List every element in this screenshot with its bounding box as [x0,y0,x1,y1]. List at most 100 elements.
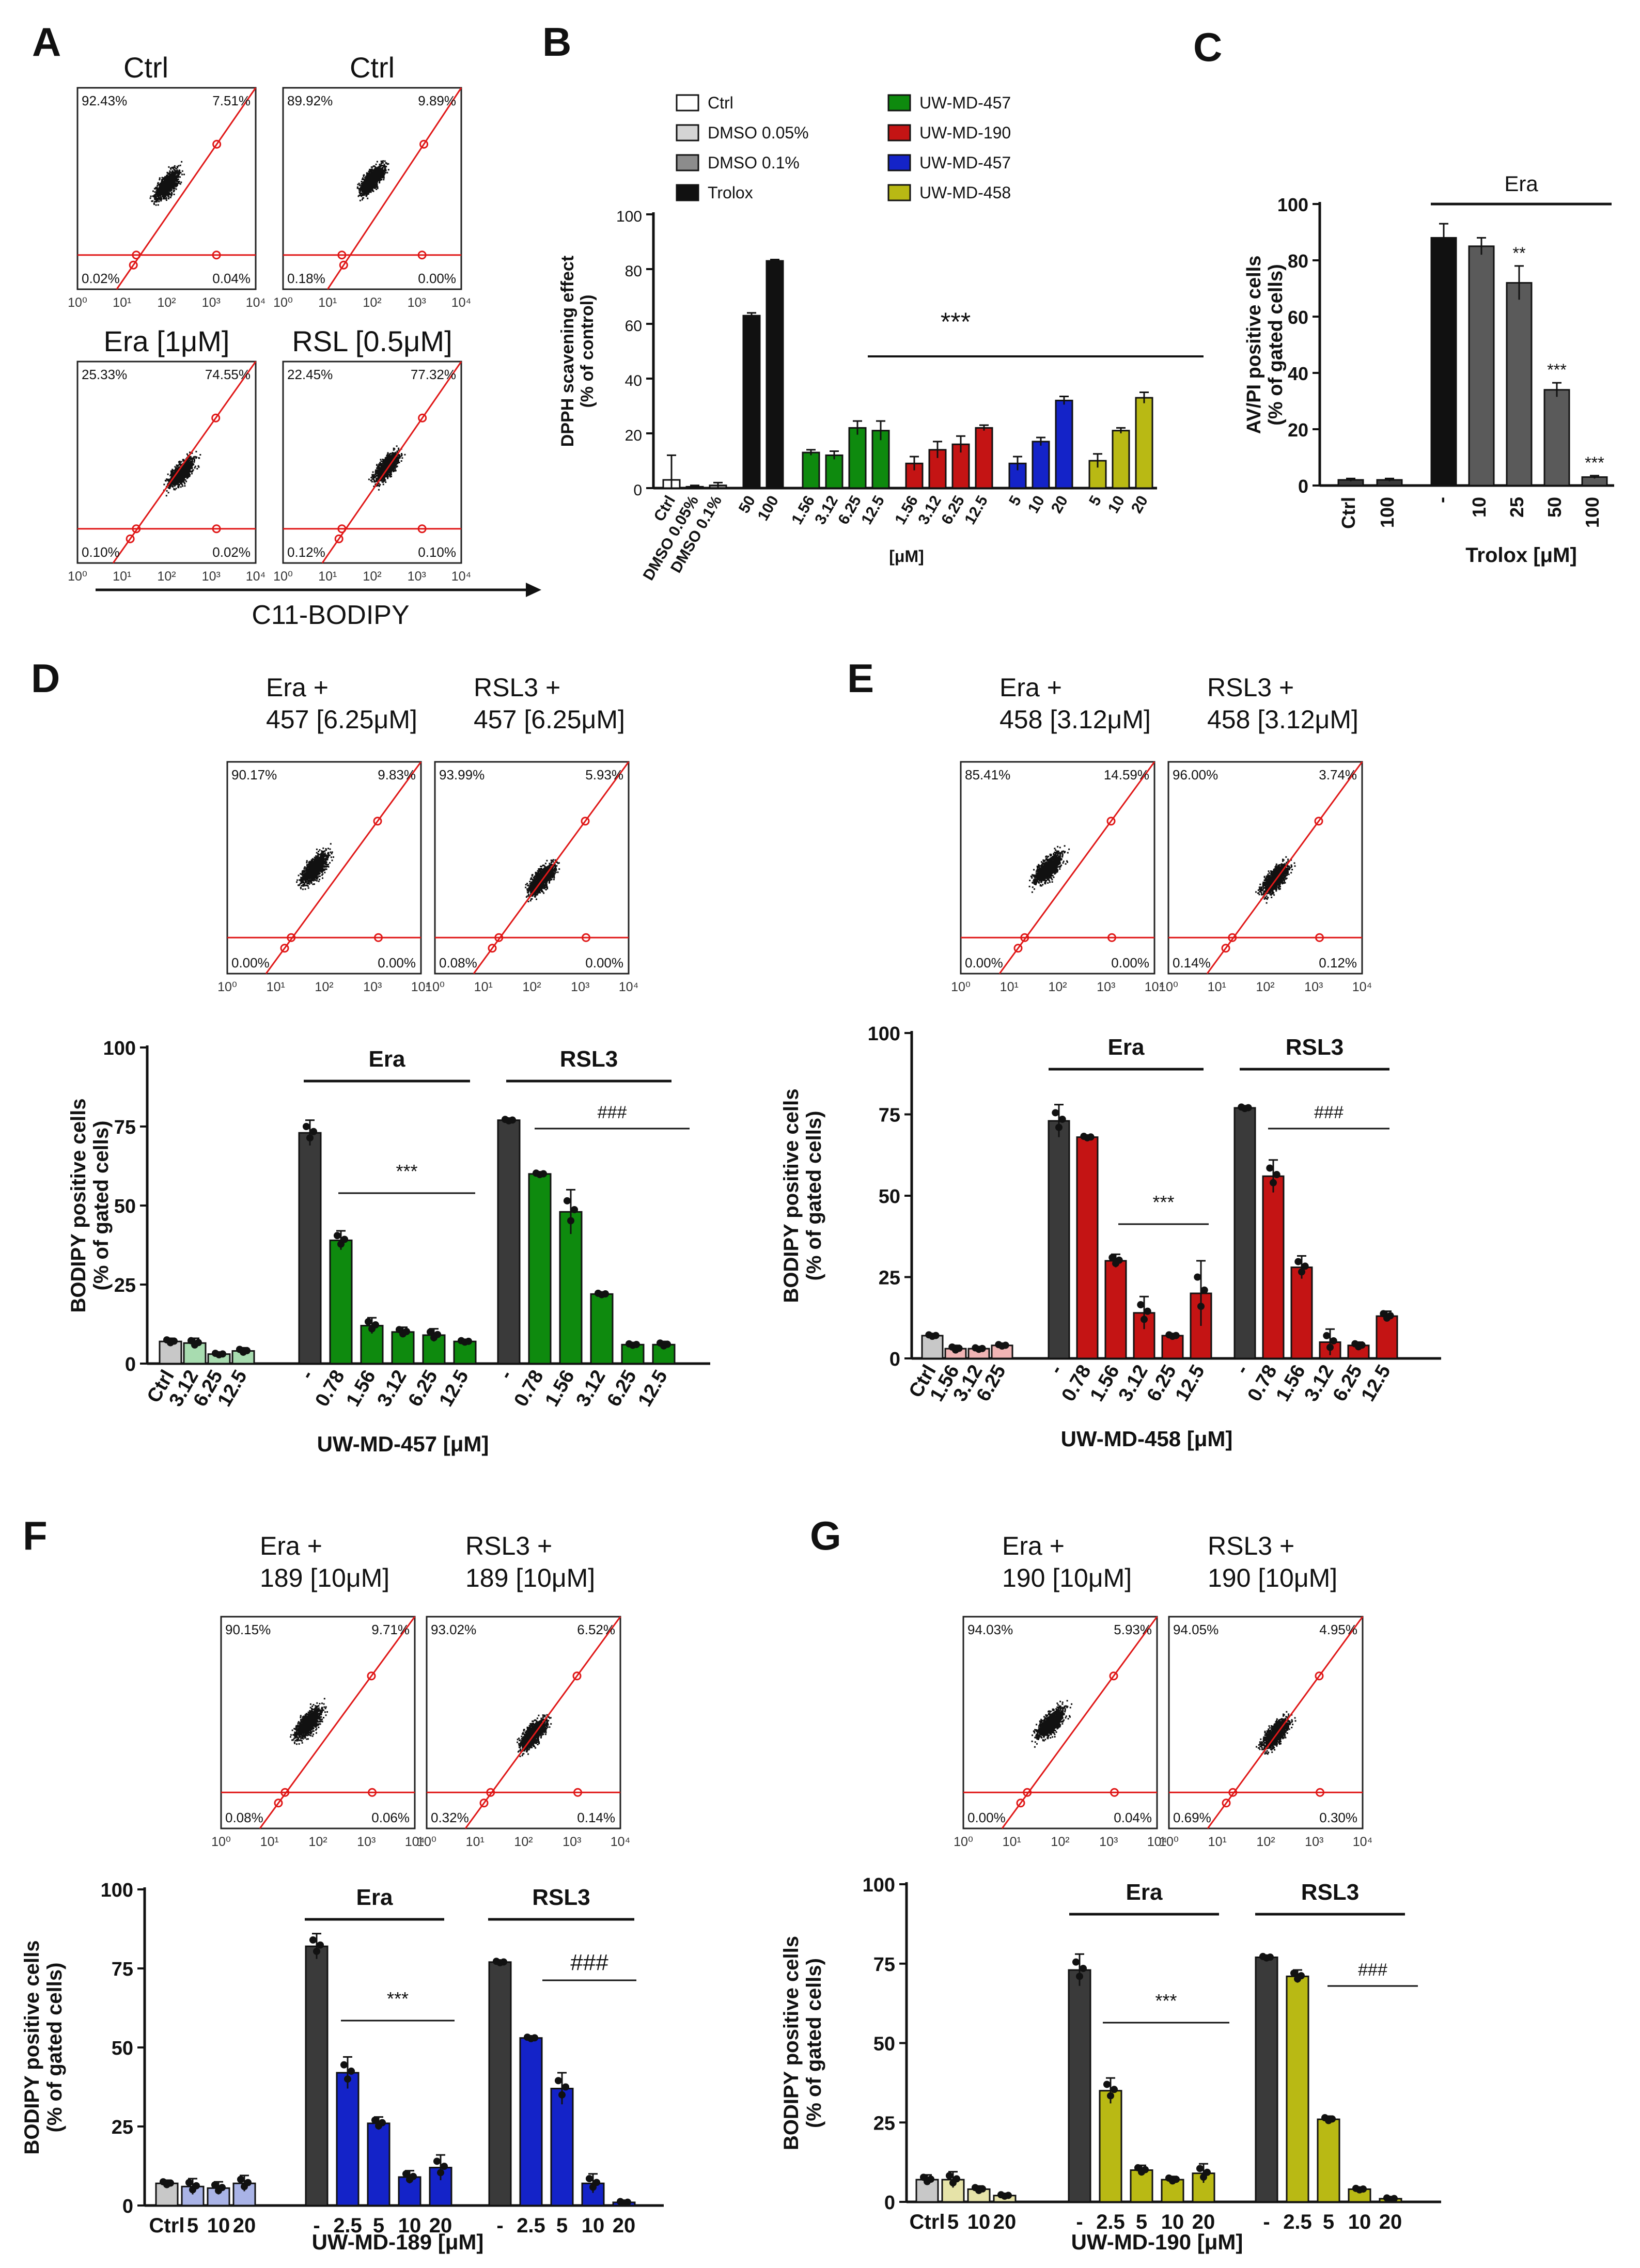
flow-tick-label: 10¹ [260,1835,279,1849]
x-tick-label: 2.5 [1096,2211,1125,2233]
quadrant-lower-right: 0.04% [1114,1810,1152,1825]
x-tick-label: 12.5 [435,1367,473,1411]
x-tick-label: 5 [373,2214,384,2237]
gate-handle [419,139,429,149]
x-tick-label: Ctrl [910,2211,945,2233]
x-tick-label: 20 [613,2214,636,2237]
flow-tick-label: 10¹ [267,980,285,994]
quadrant-upper-right: 9.83% [378,767,416,783]
group-label-rsl3: RSL3 [1286,1035,1344,1060]
x-tick-label: 12.5 [961,493,991,527]
flow-tick-label: 10³ [202,569,221,584]
group-label-era: Era [369,1046,405,1072]
quadrant-gate-diagonal [998,761,1155,974]
bar [1048,1120,1070,1359]
y-tick-label: 75 [112,1959,133,1980]
quadrant-upper-right: 77.32% [411,367,456,382]
legend-item: Ctrl [676,93,733,112]
quadrant-upper-left: 93.02% [431,1622,476,1637]
flow-plot-title-line2: 189 [10μM] [465,1563,595,1592]
significance-label: *** [941,307,971,336]
legend-item: DMSO 0.1% [676,153,800,172]
replicate-dot [531,2034,539,2042]
gate-handle [494,933,504,942]
x-tick-label: 12.5 [858,493,888,527]
quadrant-lower-left: 0.00% [231,955,270,971]
y-tick-label: 0 [633,482,642,499]
quadrant-gate-diagonal [1001,1616,1158,1829]
quadrant-upper-left: 92.43% [82,93,127,108]
quadrant-upper-left: 22.45% [287,367,333,382]
replicate-dot [562,2083,570,2091]
flow-plot-E0: 85.41% 14.59% 0.00% 0.00% 10⁰ 10¹ 10² 10³ 10⁴ [951,761,1164,994]
replicate-dot [1144,1307,1151,1315]
flow-tick-label: 10⁴ [451,569,472,584]
flow-tick-label: 10² [363,295,381,310]
flow-tick-label: 10³ [408,295,426,310]
gate-handle [486,1788,495,1797]
quadrant-lower-right: 0.14% [577,1810,615,1825]
y-tick-label: 0 [884,2192,895,2214]
bar [497,1119,521,1365]
flow-tick-label: 10¹ [466,1835,485,1849]
quadrant-upper-left: 90.15% [225,1622,271,1637]
quadrant-lower-left: 0.00% [965,955,1003,971]
replicate-dot [1107,2092,1114,2100]
gate-handle [287,933,296,942]
gate-handle [132,251,141,260]
bar [1068,1969,1091,2203]
y-tick-label: 100 [103,1038,136,1059]
flow-tick-label: 10¹ [1208,1835,1227,1849]
x-axis-label: UW-MD-190 [μM] [1071,2230,1243,2254]
y-axis-label-units: (% of gated cells) [43,1963,66,2133]
flow-tick-label: 10³ [1305,1835,1323,1849]
gate-handle [479,1798,489,1808]
replicate-dot [1360,2185,1367,2193]
replicate-dot [500,1958,508,1966]
x-tick-label: 10 [398,2214,421,2237]
gate-handle [582,933,590,942]
replicate-dot [509,1116,517,1124]
group-label-rsl3: RSL3 [1301,1880,1359,1905]
x-tick-label: 2.5 [517,2214,545,2237]
gate-handle [367,1671,376,1681]
replicate-dot [1301,1262,1309,1270]
significance-label-rsl3: ### [1358,1960,1387,1980]
bar [802,451,820,489]
flow-tick-label: 10¹ [113,569,131,584]
replicate-dot [1244,1104,1252,1112]
bar [975,427,993,489]
replicate-dot [379,2119,386,2126]
flow-tick-label: 10¹ [1208,980,1226,994]
y-axis-label-units: (% of gated cells) [803,1111,825,1281]
bar [766,260,784,489]
replicate-dot [372,1321,380,1329]
panel-letter-f: F [23,1513,48,1558]
flow-tick-label: 10¹ [1000,980,1019,994]
quadrant-lower-left: 0.08% [225,1810,263,1825]
quadrant-upper-left: 93.99% [439,767,485,783]
panel-letter-d: D [31,655,60,701]
replicate-dot [170,1337,178,1345]
flow-plot-title: Era [1μM] [104,325,230,357]
replicate-dot [1196,2165,1204,2172]
replicate-dot [945,2172,953,2180]
bar-chart-c: 0 20 40 60 80 100 AV/PI positive cells (% of ga… [1243,194,1614,567]
x-tick-label: 10 [582,2214,605,2237]
replicate-dot [1267,1953,1274,1961]
flow-tick-label: 10⁴ [411,980,431,994]
x-tick-label: 0.78 [311,1367,349,1411]
gate-handle [212,251,221,260]
legend-swatch [887,154,911,171]
legend-label: Trolox [708,183,753,202]
x-tick-label: - [1045,1362,1067,1378]
replicate-dot [1197,1303,1205,1310]
y-axis-label: BODIPY positive cells [67,1099,90,1313]
x-tick-label: 100 [1377,497,1398,528]
x-tick-label: 5 [947,2211,959,2233]
gate-handle [211,413,221,423]
replicate-dot [1386,1312,1394,1320]
gate-handle [1315,1671,1324,1681]
flow-tick-label: 10⁰ [68,569,87,584]
flow-plot-title-line1: RSL3 + [465,1531,552,1560]
